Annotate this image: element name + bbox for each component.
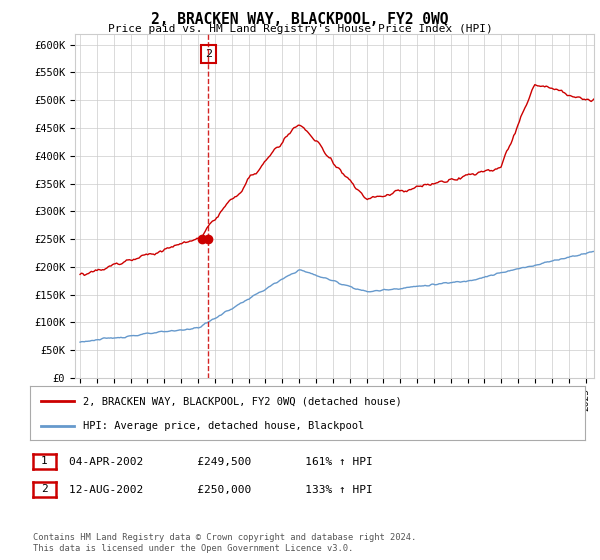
Text: HPI: Average price, detached house, Blackpool: HPI: Average price, detached house, Blac… (83, 421, 364, 431)
Text: 2, BRACKEN WAY, BLACKPOOL, FY2 0WQ (detached house): 2, BRACKEN WAY, BLACKPOOL, FY2 0WQ (deta… (83, 396, 401, 407)
Text: 1: 1 (41, 456, 48, 466)
Text: 04-APR-2002        £249,500        161% ↑ HPI: 04-APR-2002 £249,500 161% ↑ HPI (69, 457, 373, 467)
Text: 2: 2 (205, 49, 212, 59)
Text: 12-AUG-2002        £250,000        133% ↑ HPI: 12-AUG-2002 £250,000 133% ↑ HPI (69, 485, 373, 495)
Text: Price paid vs. HM Land Registry's House Price Index (HPI): Price paid vs. HM Land Registry's House … (107, 24, 493, 34)
Text: Contains HM Land Registry data © Crown copyright and database right 2024.
This d: Contains HM Land Registry data © Crown c… (33, 533, 416, 553)
Text: 2, BRACKEN WAY, BLACKPOOL, FY2 0WQ: 2, BRACKEN WAY, BLACKPOOL, FY2 0WQ (151, 12, 449, 27)
Text: 2: 2 (41, 484, 48, 494)
